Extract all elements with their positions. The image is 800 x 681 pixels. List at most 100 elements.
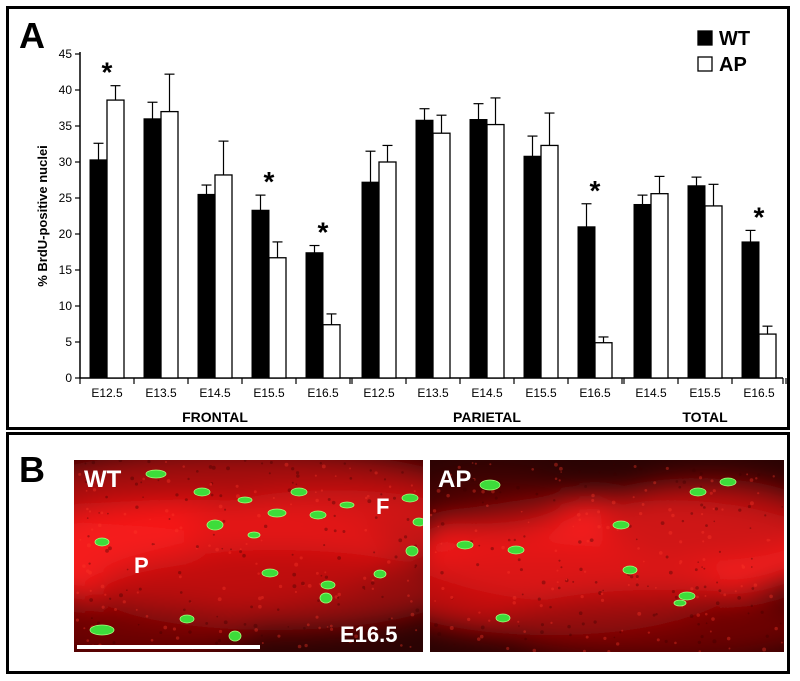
tissue-fluorescence [430, 470, 784, 652]
bar-ap [540, 144, 559, 379]
brdu-nucleus [206, 519, 224, 531]
x-tick-label: E16.5 [579, 386, 611, 400]
x-tick-label: E16.5 [743, 386, 775, 400]
bar-wt [361, 181, 380, 379]
brdu-nucleus [678, 591, 696, 601]
legend-label-ap: AP [719, 54, 747, 76]
micrograph-f-label: F [376, 494, 390, 519]
tissue-band [74, 600, 254, 652]
y-tick-label: 15 [59, 263, 73, 277]
brdu-nucleus [373, 569, 387, 579]
x-tick-label: E15.5 [689, 386, 721, 400]
x-tick-label: E15.5 [253, 386, 285, 400]
bar-wt [143, 118, 162, 379]
micrograph-stage-label: E16.5 [340, 622, 398, 647]
bar-wt [633, 203, 652, 379]
bar-ap [594, 342, 613, 379]
bar-ap [322, 324, 341, 379]
panel-a: A 0 5 10 15 20 25 30 35 40 45 % BrdU-positive nucl… [6, 6, 790, 430]
bar-wt [415, 119, 434, 379]
brdu-nucleus [247, 531, 261, 539]
legend-swatch-wt [697, 30, 713, 46]
y-tick-label: 10 [59, 299, 73, 313]
scale-bar [77, 645, 260, 649]
y-tick-label: 5 [65, 335, 72, 349]
brdu-nucleus [401, 493, 419, 503]
brdu-nucleus [290, 487, 308, 497]
micrograph-ap-label: AP [438, 466, 472, 493]
brdu-nucleus [405, 545, 419, 557]
micrograph-ap-image [430, 460, 784, 652]
tissue-band [500, 590, 784, 652]
brdu-nucleus [689, 487, 707, 497]
x-tick-label: E12.5 [91, 386, 123, 400]
brdu-nucleus [507, 545, 525, 555]
brdu-nucleus [479, 479, 501, 491]
tissue-band [430, 470, 570, 530]
bar-ap [758, 333, 777, 379]
brdu-nucleus [320, 580, 336, 590]
y-tick-label: 30 [59, 155, 73, 169]
panel-b-letter: B [19, 449, 45, 490]
group-label: TOTAL [682, 409, 728, 425]
brdu-nucleus [456, 540, 474, 550]
y-tick-label: 20 [59, 227, 73, 241]
legend-swatch-ap [697, 56, 713, 72]
bar-wt [687, 185, 706, 379]
brdu-nucleus [309, 510, 327, 520]
significance-star: * [590, 175, 601, 206]
brdu-nucleus [673, 599, 687, 607]
bar-ap [486, 123, 505, 379]
brdu-nucleus [495, 613, 511, 623]
brdu-nucleus [267, 508, 287, 518]
brdu-nucleus [339, 501, 355, 509]
micrograph-wt-label: WT [84, 466, 122, 493]
y-tick-label: 0 [65, 371, 72, 385]
significance-star: * [754, 201, 765, 232]
bar-wt [197, 193, 216, 379]
bar-ap [650, 193, 669, 379]
micrograph-p-label: P [134, 553, 149, 578]
y-axis-label: % BrdU-positive nuclei [35, 145, 50, 287]
x-tick-label: E14.5 [199, 386, 231, 400]
bar-ap [378, 161, 397, 379]
x-tick-label: E14.5 [635, 386, 667, 400]
legend-label-wt: WT [719, 28, 750, 50]
panel-b: B WT P F E16.5 AP [6, 432, 790, 674]
brdu-nucleus [237, 496, 253, 504]
significance-star: * [102, 57, 113, 88]
bar-wt [89, 159, 108, 379]
brdu-nucleus [719, 477, 737, 487]
x-tick-label: E15.5 [525, 386, 557, 400]
tissue-speckle [75, 460, 420, 650]
group-label: PARIETAL [453, 409, 521, 425]
y-tick-label: 25 [59, 191, 73, 205]
bar-wt [741, 241, 760, 379]
bar-chart: 0 5 10 15 20 25 30 35 40 45 % BrdU-positive nuclei… [35, 28, 787, 425]
x-tick-label: E13.5 [145, 386, 177, 400]
y-tick-label: 45 [59, 47, 73, 61]
bar-wt [305, 252, 324, 379]
bar-ap [106, 99, 125, 379]
tissue-band [600, 480, 784, 560]
x-tick-label: E14.5 [471, 386, 503, 400]
brdu-nucleus [319, 592, 333, 604]
brdu-nucleus [622, 565, 638, 575]
bar-wt [523, 155, 542, 379]
x-tick-label: E16.5 [307, 386, 339, 400]
x-tick-label: E12.5 [363, 386, 395, 400]
bar-ap [432, 132, 451, 379]
brdu-nucleus [261, 568, 279, 578]
significance-star: * [318, 217, 329, 248]
bar-wt [577, 226, 596, 379]
brdu-nucleus [89, 624, 115, 636]
significance-star: * [264, 166, 275, 197]
bar-wt [469, 119, 488, 379]
x-tick-label: E13.5 [417, 386, 449, 400]
y-tick-label: 40 [59, 83, 73, 97]
bar-ap [160, 110, 179, 379]
bar-ap [214, 174, 233, 379]
bar-wt [251, 209, 270, 379]
micrograph-wt-image [74, 460, 423, 652]
brdu-nucleus [179, 614, 195, 624]
